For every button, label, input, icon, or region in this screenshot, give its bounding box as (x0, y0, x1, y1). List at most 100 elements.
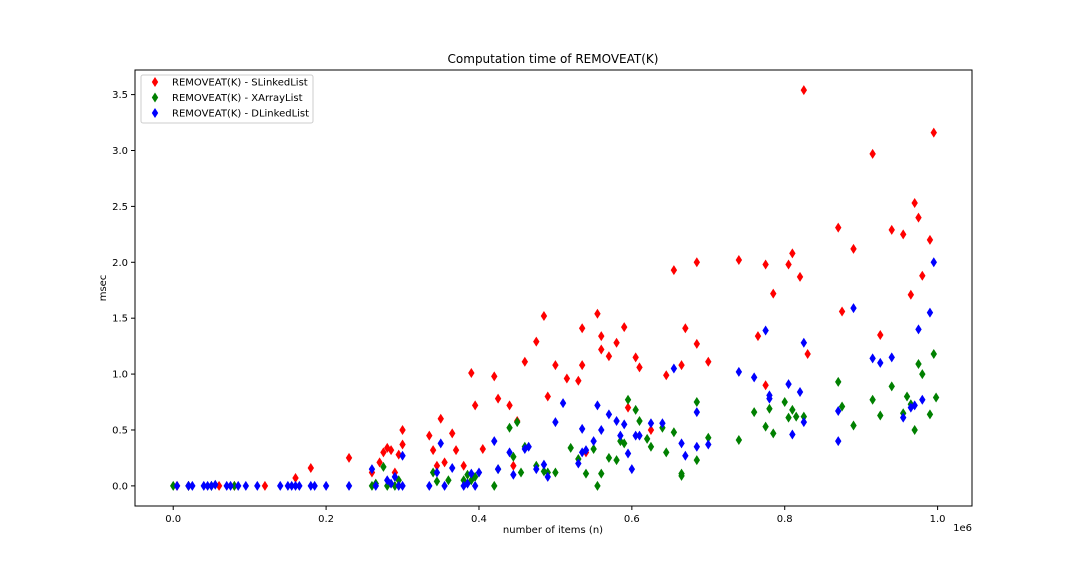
x-axis-offset-label: 1e6 (953, 523, 972, 534)
data-point (678, 470, 685, 481)
data-point (567, 442, 574, 453)
data-point (900, 412, 907, 423)
data-point (510, 460, 517, 471)
x-tick-label: 0.8 (777, 514, 793, 525)
data-point (533, 336, 540, 347)
legend-box (140, 74, 314, 124)
data-point (598, 331, 605, 342)
data-point (189, 480, 196, 491)
data-point (789, 248, 796, 259)
legend-marker (151, 108, 159, 118)
data-point (643, 433, 651, 444)
data-point (919, 394, 926, 405)
data-point (750, 407, 758, 418)
data-point (636, 362, 643, 373)
data-point (926, 234, 934, 245)
legend-entry-label: REMOVEAT(K) - XArrayList (172, 93, 303, 104)
y-tick-label: 1.0 (112, 370, 128, 381)
data-point (900, 229, 907, 240)
series-2 (173, 257, 937, 491)
data-point (605, 351, 613, 362)
series-0 (173, 85, 937, 491)
series-1 (170, 348, 940, 491)
data-point (452, 445, 460, 456)
data-point (785, 379, 792, 390)
data-point (670, 265, 678, 276)
data-point (594, 308, 601, 319)
data-point (479, 443, 486, 454)
data-point (693, 338, 701, 349)
data-point (200, 480, 207, 491)
data-point (915, 212, 922, 223)
data-point (907, 289, 915, 300)
data-point (869, 353, 876, 364)
data-point (475, 467, 483, 478)
data-point (311, 480, 318, 491)
data-point (540, 459, 548, 470)
data-point (835, 222, 842, 233)
data-point (322, 480, 330, 491)
data-point (903, 391, 911, 402)
data-point (632, 352, 639, 363)
data-point (575, 375, 582, 386)
data-point (582, 468, 590, 479)
data-point (659, 418, 666, 429)
data-point (762, 421, 769, 432)
data-point (911, 198, 918, 209)
data-point (800, 337, 808, 348)
data-point (307, 462, 315, 473)
data-point (789, 404, 796, 415)
data-point (471, 480, 479, 491)
data-point (173, 480, 181, 491)
data-point (387, 478, 395, 489)
data-point (296, 480, 303, 491)
data-point (468, 367, 475, 378)
data-point (693, 455, 701, 466)
data-point (930, 127, 937, 138)
y-axis-label: msec (98, 275, 109, 302)
data-point (517, 467, 525, 478)
data-point (399, 450, 406, 461)
data-point (735, 366, 743, 377)
data-point (663, 370, 670, 381)
data-point (387, 445, 395, 456)
data-point (494, 464, 502, 475)
legend-entry-label: REMOVEAT(K) - DLinkedList (172, 109, 309, 120)
data-point (682, 450, 689, 461)
data-point (705, 356, 712, 367)
data-point (491, 436, 498, 447)
y-tick-label: 2.0 (112, 258, 128, 269)
x-tick-label: 0.4 (471, 514, 487, 525)
data-point (907, 402, 915, 413)
data-point (877, 357, 884, 368)
data-point (621, 322, 628, 333)
legend-entry-label: REMOVEAT(K) - SLinkedList (172, 78, 308, 89)
data-point (624, 448, 632, 459)
data-point (540, 310, 548, 321)
data-point (491, 480, 498, 491)
x-tick-label: 1.0 (930, 514, 946, 525)
data-point (663, 447, 670, 458)
data-point (552, 467, 559, 478)
data-point (254, 480, 261, 491)
data-point (800, 417, 808, 428)
data-point (449, 428, 456, 439)
data-point (930, 348, 937, 359)
data-point (613, 416, 620, 427)
data-point (705, 432, 712, 443)
y-tick-label: 3.5 (112, 90, 128, 101)
data-point (433, 460, 441, 471)
data-point (762, 259, 769, 270)
data-point (670, 427, 678, 438)
data-point (506, 422, 513, 433)
data-point (750, 372, 758, 383)
data-point (621, 419, 628, 430)
data-point (792, 411, 800, 422)
data-point (368, 464, 376, 475)
data-point (559, 398, 567, 409)
x-axis: 0.0 0.2 0.4 0.6 0.8 1.0 (165, 506, 946, 525)
data-point (800, 85, 808, 96)
data-point (345, 452, 353, 463)
data-point (624, 402, 632, 413)
